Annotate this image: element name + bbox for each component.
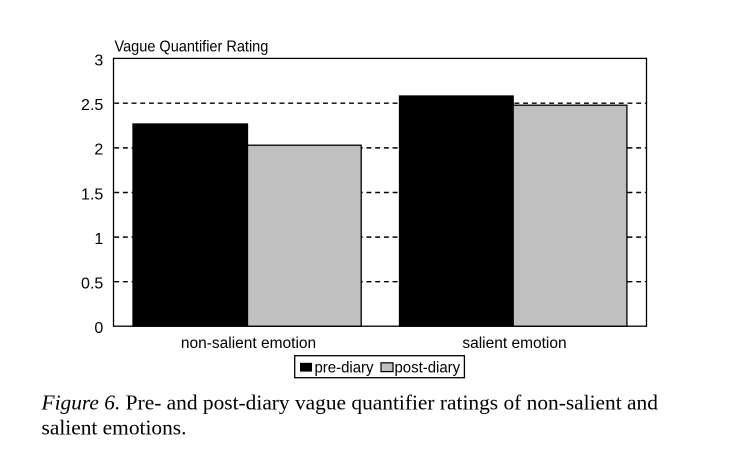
svg-text:2: 2 — [94, 142, 103, 159]
svg-text:0.5: 0.5 — [81, 276, 103, 293]
svg-text:1.5: 1.5 — [81, 186, 103, 203]
svg-text:Figure 6. Pre- and post-diary: Figure 6. Pre- and post-diary vague quan… — [41, 391, 659, 415]
svg-text:0: 0 — [94, 320, 103, 337]
svg-text:post-diary: post-diary — [395, 359, 461, 377]
svg-text:salient emotion: salient emotion — [462, 335, 566, 352]
svg-text:Vague Quantifier Rating: Vague Quantifier Rating — [115, 38, 269, 56]
svg-text:salient emotions.: salient emotions. — [42, 416, 187, 440]
svg-text:2.5: 2.5 — [81, 97, 103, 114]
svg-text:non-salient emotion: non-salient emotion — [181, 335, 316, 352]
svg-text:3: 3 — [94, 52, 103, 69]
svg-text:1: 1 — [94, 231, 103, 248]
svg-text:pre-diary: pre-diary — [315, 359, 374, 377]
